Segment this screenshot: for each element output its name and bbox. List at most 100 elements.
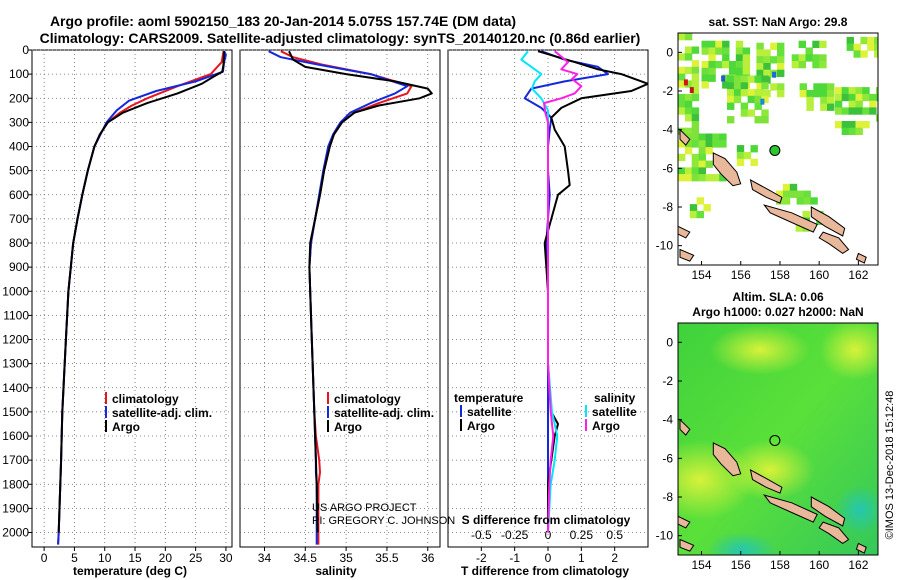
sst-cell (756, 63, 764, 71)
sst-cell (678, 107, 686, 115)
sst-cell (763, 49, 771, 57)
sla-high-center (725, 440, 815, 500)
map-y-tick-label: 0 (666, 45, 673, 59)
header-line-1: Argo profile: aoml 5902150_183 20-Jan-20… (50, 13, 516, 29)
sst-cell (848, 87, 856, 95)
y-tick-label: 1400 (2, 381, 29, 395)
x-tick-label: 1 (578, 551, 585, 565)
top-tick-label: -0.25 (501, 528, 529, 542)
sst-cell (834, 100, 843, 108)
legend-label-temp-argo: Argo (467, 419, 495, 433)
sst-cell (777, 49, 785, 57)
sst-cell (678, 153, 686, 162)
sst-cell (727, 102, 735, 110)
sst-cell (777, 56, 785, 64)
salinity-x-label: salinity (315, 564, 357, 578)
sst-cell-extreme (721, 75, 726, 82)
sst-cell-extreme (683, 79, 688, 86)
sst-map-frame (677, 32, 879, 266)
sst-cell (684, 174, 693, 182)
sst-cell (743, 151, 752, 160)
map-y-tick-label: -6 (662, 451, 673, 465)
sst-cell (703, 204, 711, 212)
map-y-tick-label: -2 (662, 374, 673, 388)
map-x-tick-label: 162 (848, 268, 868, 282)
sst-cell (705, 140, 713, 148)
sst-cell (846, 36, 854, 45)
x-tick-label: 35 (339, 551, 353, 565)
sst-cell (761, 109, 769, 117)
sst-cell (750, 158, 758, 166)
sst-cell (855, 127, 863, 135)
temperature-gridlines (32, 49, 232, 547)
x-tick-label: 34.5 (294, 551, 318, 565)
sst-cell (740, 109, 749, 117)
series-line-climatology (57, 51, 225, 545)
sst-cell (806, 90, 814, 98)
sst-cell (684, 127, 693, 135)
sst-cell (855, 93, 863, 102)
legend-label-climatology: climatology (334, 392, 401, 406)
sst-cell (698, 147, 706, 155)
sst-cell (747, 89, 755, 97)
sst-cell (827, 103, 835, 111)
map-y-tick-label: -8 (662, 200, 673, 214)
argo-float-marker (769, 144, 781, 156)
top-tick-label: 0.25 (570, 528, 594, 542)
sst-cell (678, 174, 686, 182)
island (679, 418, 691, 436)
sst-cell (684, 66, 693, 75)
sst-cell (701, 67, 709, 76)
sla-map-title-1: Altim. SLA: 0.06 (732, 290, 824, 304)
sst-cell (802, 210, 810, 219)
series-line-temperature-satellite (523, 50, 609, 533)
sst-cell (853, 43, 861, 51)
sst-cell (708, 40, 716, 48)
sst-cell (761, 116, 769, 124)
sst-cell (803, 197, 811, 205)
sst-cell (747, 109, 755, 117)
y-tick-label: 600 (9, 188, 29, 202)
sst-cell (691, 127, 700, 135)
sst-cell (698, 153, 706, 162)
imos-credit: ©IMOS 13-Dec-2018 15:12:48 (884, 391, 896, 540)
sla-low-south (707, 532, 777, 555)
sst-cell (782, 197, 791, 205)
series-line-argo (288, 50, 433, 533)
sst-cell (777, 83, 785, 91)
y-tick-label: 1900 (2, 501, 29, 515)
x-tick-label: 5 (71, 551, 78, 565)
sst-cell (791, 61, 800, 69)
sst-cell (684, 133, 693, 141)
sst-cell (691, 46, 700, 54)
sst-cell (742, 47, 751, 55)
sst-cell (733, 82, 742, 90)
map-x-tick-label: 156 (731, 268, 751, 282)
sst-cell (684, 53, 693, 61)
sst-cell (747, 95, 755, 104)
sst-cell (722, 40, 730, 48)
sst-cell (698, 133, 706, 141)
island (855, 252, 867, 264)
sst-cell (747, 75, 755, 83)
x-tick-label: 0 (41, 551, 48, 565)
sst-cell (813, 83, 821, 91)
island (678, 225, 691, 239)
sst-cell (722, 61, 730, 69)
top-tick-label: -0.5 (471, 528, 492, 542)
sst-cell (819, 40, 827, 48)
y-tick-label: 1100 (3, 308, 29, 322)
temperature-x-label: temperature (deg C) (73, 564, 187, 578)
sst-cell (848, 121, 856, 129)
sst-cell (735, 61, 744, 69)
sst-cell (736, 145, 745, 153)
y-tick-label: 0 (22, 43, 29, 57)
sla-field (678, 323, 878, 555)
sst-cell (708, 47, 716, 55)
sst-cell (691, 140, 700, 148)
sst-cell (867, 36, 875, 45)
y-tick-label: 1700 (2, 453, 29, 467)
sst-cell (735, 40, 744, 48)
sst-cell (874, 36, 878, 45)
